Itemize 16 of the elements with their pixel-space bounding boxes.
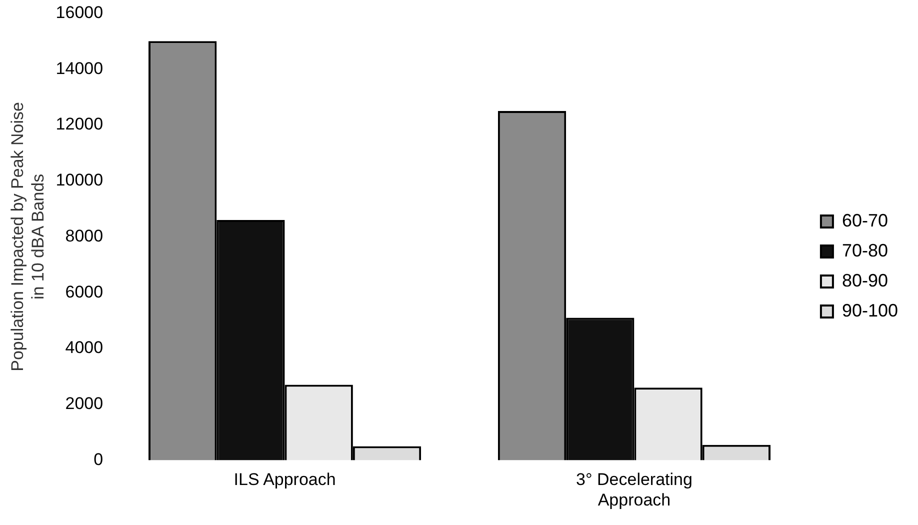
legend-label: 70-80 xyxy=(842,240,888,260)
y-tick-label: 12000 xyxy=(56,114,104,134)
y-tick-label: 6000 xyxy=(65,282,104,302)
y-tick-label: 16000 xyxy=(56,2,104,22)
y-tick-label: 4000 xyxy=(65,338,104,358)
y-tick-label: 0 xyxy=(94,450,104,469)
y-tick-label: 14000 xyxy=(56,58,104,78)
y-tick-label: 10000 xyxy=(56,170,104,190)
x-tick-label: 3° Decelerating Approach xyxy=(576,470,692,510)
legend-label: 60-70 xyxy=(842,210,888,230)
legend-label: 80-90 xyxy=(842,270,888,290)
x-tick-label: ILS Approach xyxy=(234,470,336,490)
y-tick-label: 2000 xyxy=(65,394,104,414)
legend-label: 90-100 xyxy=(842,300,898,320)
y-tick-label: 8000 xyxy=(65,226,104,246)
y-axis-title: Population Impacted by Peak Noise in 10 dBA Bands xyxy=(8,102,48,372)
